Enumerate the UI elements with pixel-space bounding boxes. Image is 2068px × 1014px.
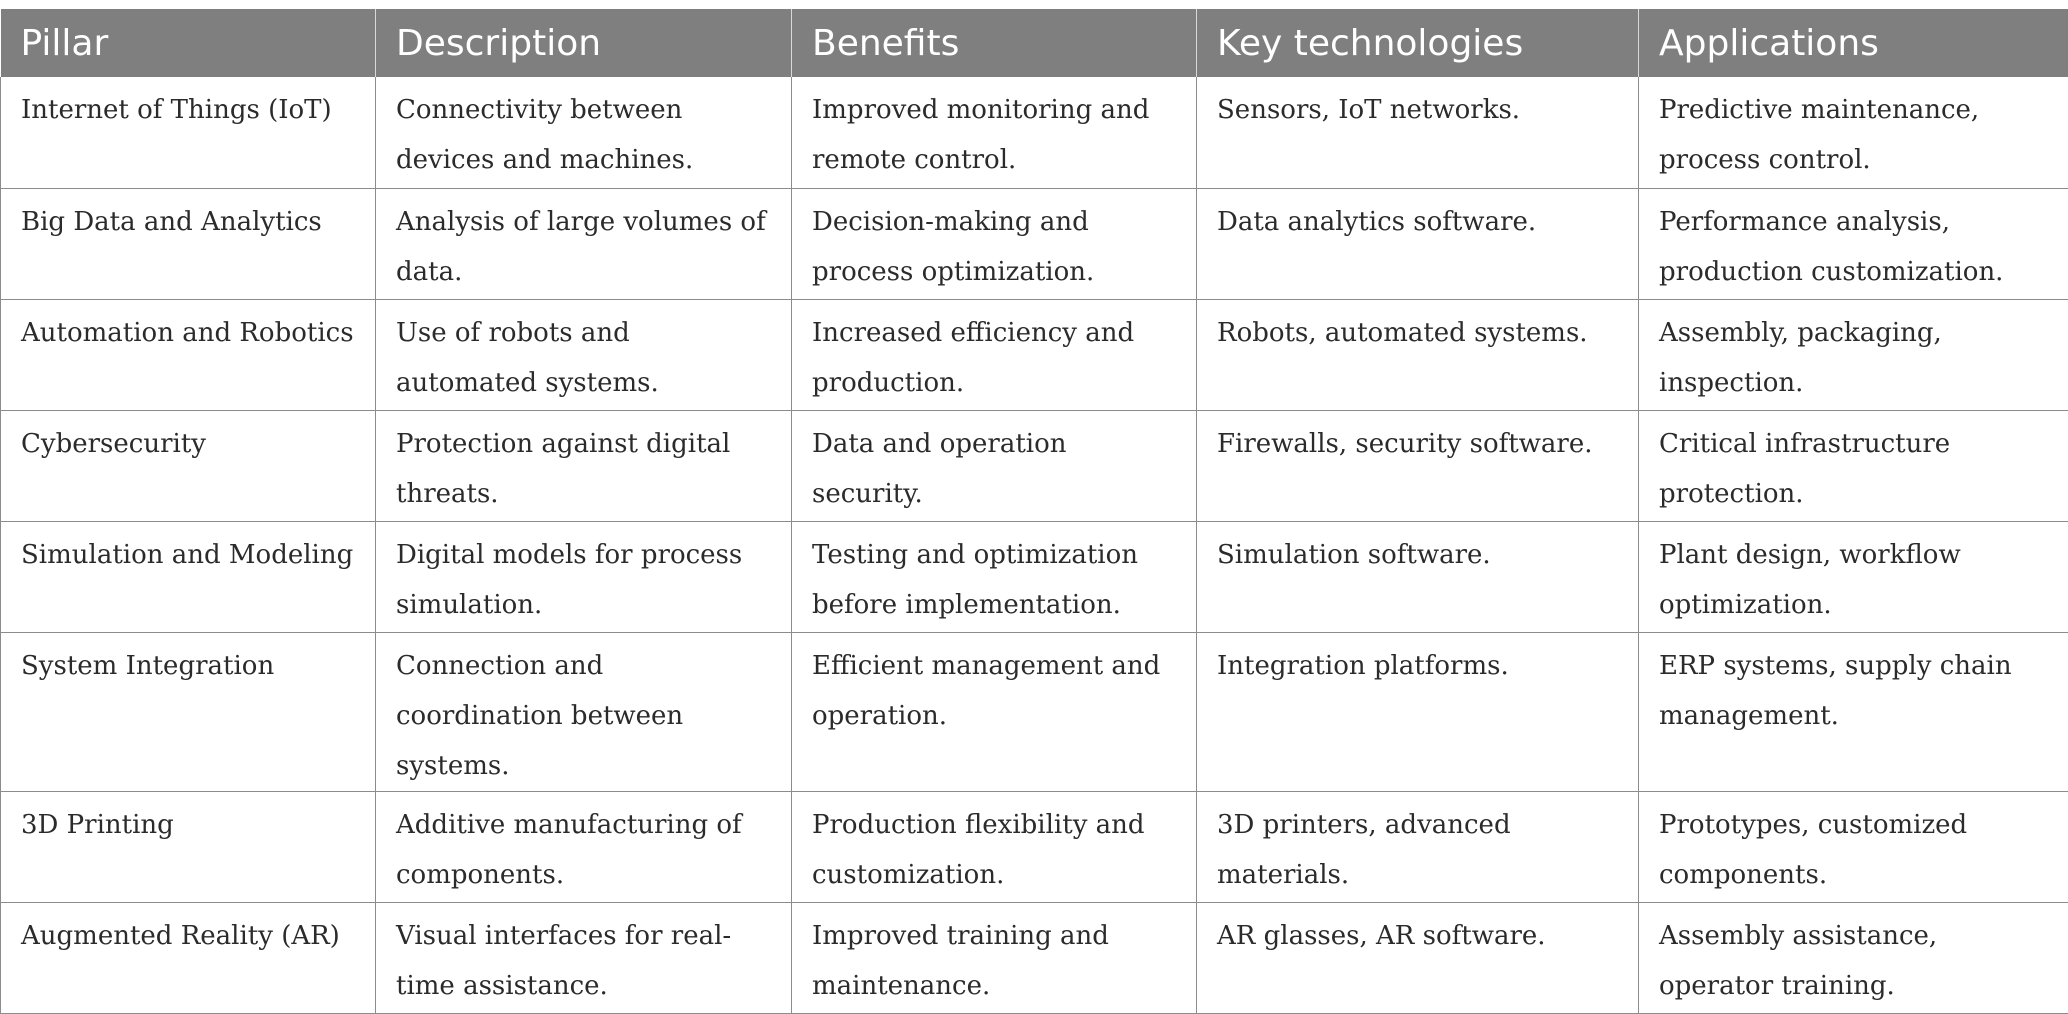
cell-key-technologies: Simulation software. [1197, 521, 1639, 632]
cell-description: Connectivity between devices and machine… [376, 77, 792, 188]
cell-benefits: Testing and optimization before implemen… [792, 521, 1197, 632]
table-row: 3D Printing Additive manufacturing of co… [1, 791, 2068, 902]
cell-benefits: Improved monitoring and remote control. [792, 77, 1197, 188]
cell-description: Visual interfaces for real-time assistan… [376, 902, 792, 1013]
cell-key-technologies: Firewalls, security software. [1197, 410, 1639, 521]
cell-key-technologies: AR glasses, AR software. [1197, 902, 1639, 1013]
cell-description: Additive manufacturing of components. [376, 791, 792, 902]
cell-pillar: Simulation and Modeling [1, 521, 376, 632]
cell-applications: Predictive maintenance, process control. [1639, 77, 2068, 188]
cell-description: Analysis of large volumes of data. [376, 188, 792, 299]
column-header-description: Description [376, 9, 792, 77]
cell-benefits: Improved training and maintenance. [792, 902, 1197, 1013]
cell-applications: ERP systems, supply chain management. [1639, 632, 2068, 791]
table-row: Automation and Robotics Use of robots an… [1, 299, 2068, 410]
cell-key-technologies: Data analytics software. [1197, 188, 1639, 299]
cell-applications: Plant design, workflow optimization. [1639, 521, 2068, 632]
cell-description: Connection and coordination between syst… [376, 632, 792, 791]
cell-applications: Prototypes, customized components. [1639, 791, 2068, 902]
cell-pillar: 3D Printing [1, 791, 376, 902]
cell-pillar: Automation and Robotics [1, 299, 376, 410]
cell-benefits: Production flexibility and customization… [792, 791, 1197, 902]
table-body: Internet of Things (IoT) Connectivity be… [1, 77, 2068, 1013]
cell-pillar: Internet of Things (IoT) [1, 77, 376, 188]
cell-description: Use of robots and automated systems. [376, 299, 792, 410]
cell-benefits: Data and operation security. [792, 410, 1197, 521]
cell-description: Protection against digital threats. [376, 410, 792, 521]
cell-benefits: Increased efficiency and production. [792, 299, 1197, 410]
table-row: Simulation and Modeling Digital models f… [1, 521, 2068, 632]
table-header: Pillar Description Benefits Key technolo… [1, 9, 2068, 77]
table-row: Internet of Things (IoT) Connectivity be… [1, 77, 2068, 188]
cell-applications: Performance analysis, production customi… [1639, 188, 2068, 299]
column-header-benefits: Benefits [792, 9, 1197, 77]
table-row: Big Data and Analytics Analysis of large… [1, 188, 2068, 299]
column-header-applications: Applications [1639, 9, 2068, 77]
cell-benefits: Efficient management and operation. [792, 632, 1197, 791]
cell-applications: Assembly, packaging, inspection. [1639, 299, 2068, 410]
industry-4-pillars-table-container: Pillar Description Benefits Key technolo… [0, 9, 2068, 1014]
cell-pillar: Big Data and Analytics [1, 188, 376, 299]
table-row: System Integration Connection and coordi… [1, 632, 2068, 791]
cell-applications: Assembly assistance, operator training. [1639, 902, 2068, 1013]
cell-benefits: Decision-making and process optimization… [792, 188, 1197, 299]
cell-key-technologies: 3D printers, advanced materials. [1197, 791, 1639, 902]
header-row: Pillar Description Benefits Key technolo… [1, 9, 2068, 77]
column-header-pillar: Pillar [1, 9, 376, 77]
cell-applications: Critical infrastructure protection. [1639, 410, 2068, 521]
cell-key-technologies: Robots, automated systems. [1197, 299, 1639, 410]
table-row: Cybersecurity Protection against digital… [1, 410, 2068, 521]
cell-key-technologies: Integration platforms. [1197, 632, 1639, 791]
table-row: Augmented Reality (AR) Visual interfaces… [1, 902, 2068, 1013]
column-header-key-technologies: Key technologies [1197, 9, 1639, 77]
cell-description: Digital models for process simulation. [376, 521, 792, 632]
cell-key-technologies: Sensors, IoT networks. [1197, 77, 1639, 188]
cell-pillar: Augmented Reality (AR) [1, 902, 376, 1013]
cell-pillar: System Integration [1, 632, 376, 791]
industry-4-pillars-table: Pillar Description Benefits Key technolo… [0, 9, 2068, 1014]
cell-pillar: Cybersecurity [1, 410, 376, 521]
